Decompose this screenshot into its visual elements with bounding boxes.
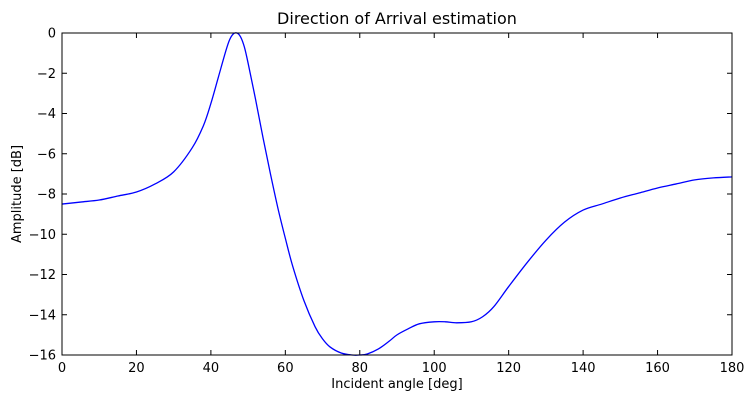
plot-frame [61, 32, 733, 356]
x-axis-label: Incident angle [deg] [331, 377, 462, 392]
x-tick-label: 40 [203, 361, 220, 376]
x-tick-label: 120 [496, 361, 521, 376]
y-tick-label: −16 [29, 349, 56, 364]
x-tick-label: 180 [720, 361, 745, 376]
x-tick-label: 140 [571, 361, 596, 376]
y-tick-label: −8 [37, 188, 56, 203]
y-tick-label: −4 [37, 107, 56, 122]
series-line [61, 32, 733, 356]
y-axis-label: Amplitude [dB] [10, 145, 25, 243]
y-tick-label: −10 [29, 228, 56, 243]
x-tick-label: 100 [422, 361, 447, 376]
chart-title: Direction of Arrival estimation [277, 9, 517, 28]
x-tick-label: 0 [58, 361, 66, 376]
y-tick-label: −2 [37, 67, 56, 82]
y-tick-label: −6 [37, 147, 56, 162]
y-axis-ticks: 0 −2 −4 −6 −8 −10 −12 −14 −16 [29, 27, 732, 364]
x-tick-label: 60 [277, 361, 294, 376]
x-axis-ticks: 0 20 40 60 80 100 120 140 160 180 [58, 33, 745, 376]
y-tick-label: −12 [29, 268, 56, 283]
x-tick-label: 80 [352, 361, 369, 376]
y-tick-label: −14 [29, 308, 56, 323]
x-tick-label: 20 [128, 361, 145, 376]
x-tick-label: 160 [645, 361, 670, 376]
y-tick-label: 0 [48, 27, 56, 42]
